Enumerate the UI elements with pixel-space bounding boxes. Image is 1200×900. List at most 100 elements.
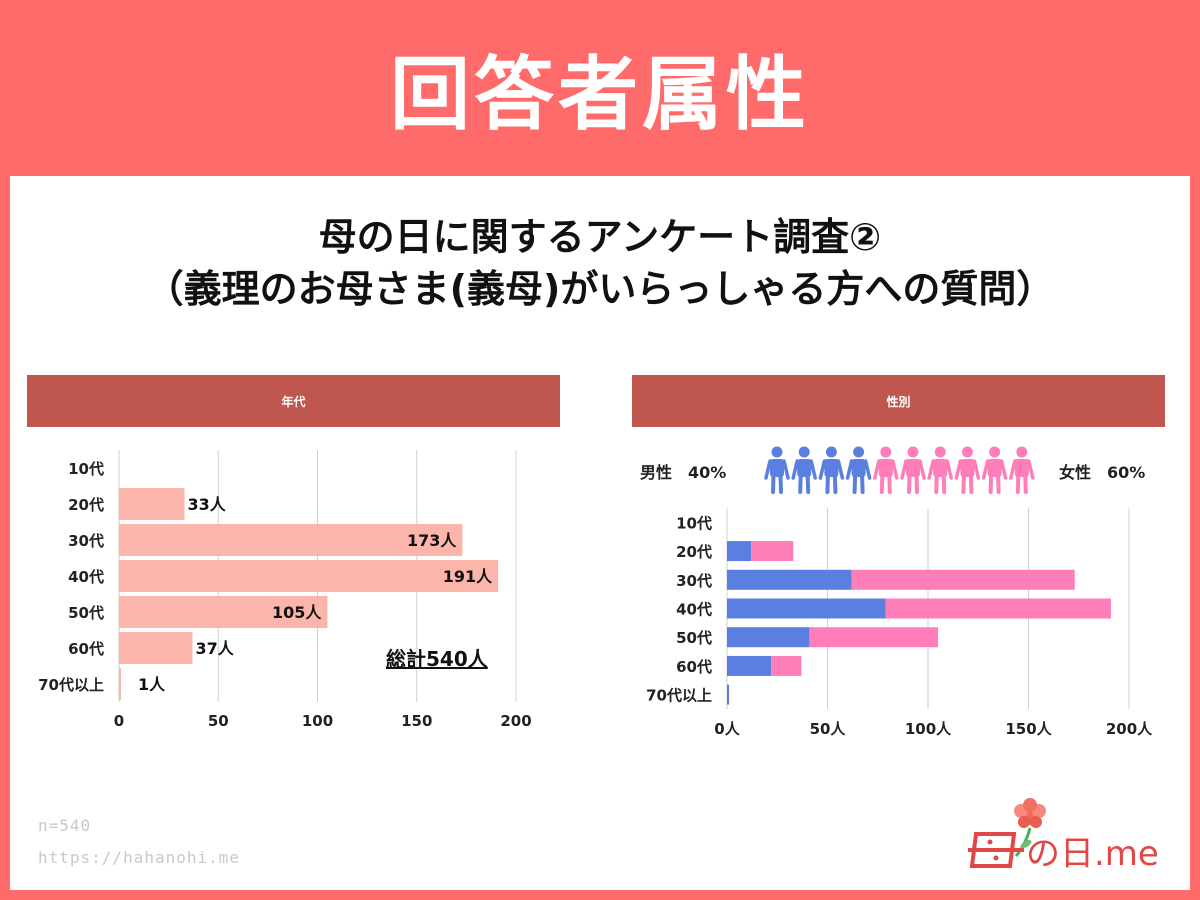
figure-arm	[782, 459, 790, 480]
figure-body	[1014, 459, 1029, 477]
figure-head	[798, 446, 810, 458]
female-figure-icon	[873, 446, 899, 494]
male-figure-icon	[764, 446, 790, 494]
x-tick-label: 150	[401, 712, 432, 730]
data-label: 173人	[407, 531, 457, 550]
figure-arm	[900, 459, 908, 480]
male-figure-icon	[818, 446, 845, 494]
figure-leg	[879, 474, 885, 494]
y-category-label: 10代	[676, 514, 712, 532]
y-category-label: 30代	[68, 532, 104, 550]
bar-segment-male	[727, 627, 810, 648]
survey-subtitle: （義理のお母さま(義母)がいらっしゃる方への質問）	[145, 267, 1055, 311]
bar-segment-male	[727, 541, 752, 562]
y-category-label: 60代	[676, 658, 712, 676]
data-label: 1人	[138, 675, 166, 694]
figure-leg	[968, 474, 974, 494]
figure-head	[771, 446, 783, 458]
figure-body	[906, 459, 920, 477]
title-banner: 回答者属性	[0, 0, 1200, 176]
x-tick-label: 0	[114, 712, 124, 730]
bar	[119, 524, 463, 556]
figure-head	[961, 446, 973, 458]
figure-arm	[891, 459, 899, 480]
figure-leg	[832, 474, 838, 494]
figure-arm	[954, 459, 963, 480]
figure-leg	[1023, 474, 1028, 494]
y-category-label: 60代	[68, 640, 104, 658]
figure-leg	[1015, 474, 1021, 494]
bar-segment-male	[727, 655, 772, 676]
figure-leg	[887, 474, 892, 494]
figure-arm	[918, 459, 926, 480]
y-category-label: 20代	[68, 496, 104, 514]
figure-leg	[771, 474, 776, 494]
x-tick-label: 50人	[810, 720, 847, 738]
age-bar-chart: 0 50 100 150 200 10代 20代 33人 30代 173人 40代 191人 50代 10…	[38, 450, 532, 730]
female-figure-icon	[981, 446, 1008, 494]
figure-arm	[873, 459, 881, 480]
y-category-label: 10代	[68, 460, 104, 478]
total-annotation: 総計540人	[386, 647, 488, 671]
data-label: 37人	[195, 639, 234, 658]
legend-male: 男性 40%	[640, 463, 727, 482]
figure-head	[825, 446, 837, 458]
figure-arm	[972, 459, 981, 480]
figure-body	[878, 459, 893, 477]
x-tick-label: 150人	[1005, 720, 1052, 738]
figure-arm	[863, 459, 872, 480]
figure-leg	[914, 474, 919, 494]
y-category-label: 50代	[676, 629, 712, 647]
sample-size: n=540	[38, 816, 92, 835]
figure-arm	[845, 459, 854, 480]
figure-leg	[860, 474, 865, 494]
y-category-label: 70代以上	[38, 676, 104, 694]
figure-arm	[836, 459, 845, 480]
female-figure-icon	[1009, 446, 1035, 494]
y-category-label: 40代	[68, 568, 104, 586]
figure-leg	[805, 474, 811, 494]
y-category-label: 30代	[676, 572, 712, 590]
y-category-label: 20代	[676, 543, 712, 561]
figure-arm	[809, 459, 817, 480]
bar-segment-female	[771, 655, 802, 676]
figure-body	[933, 459, 948, 477]
figure-leg	[825, 474, 830, 494]
site-url[interactable]: https://hahanohi.me	[38, 848, 241, 867]
figure-leg	[941, 474, 947, 494]
figure-arm	[945, 459, 953, 480]
mother-mark-icon	[968, 832, 1024, 868]
x-tick-label: 200	[500, 712, 531, 730]
data-label: 105人	[272, 603, 322, 622]
figure-body	[824, 459, 839, 477]
figure-head	[989, 446, 1001, 458]
bar-segment-male	[727, 569, 852, 590]
bar	[119, 488, 185, 520]
female-figure-icon	[954, 446, 981, 494]
figure-leg	[934, 474, 939, 494]
bar-segment-female	[751, 541, 794, 562]
y-category-label: 50代	[68, 604, 104, 622]
bar-segment-female	[885, 598, 1111, 619]
figure-body	[770, 459, 784, 477]
figure-body	[960, 459, 975, 477]
bar-segment-male	[727, 598, 886, 619]
gender-chart-header: 性別	[632, 375, 1165, 427]
figure-body	[987, 459, 1002, 477]
figure-head	[934, 446, 946, 458]
figure-body	[797, 459, 812, 477]
figure-arm	[1027, 459, 1035, 480]
carnation-icon	[1014, 798, 1046, 857]
figure-leg	[996, 474, 1001, 494]
figure-arm	[818, 459, 827, 480]
figure-arm	[764, 459, 772, 480]
x-tick-label: 0人	[714, 720, 740, 738]
male-figure-icon	[845, 446, 872, 494]
figure-head	[1016, 446, 1028, 458]
bar	[119, 560, 499, 592]
bar-segment-female	[809, 627, 939, 648]
site-logo: の日.me	[960, 798, 1170, 878]
